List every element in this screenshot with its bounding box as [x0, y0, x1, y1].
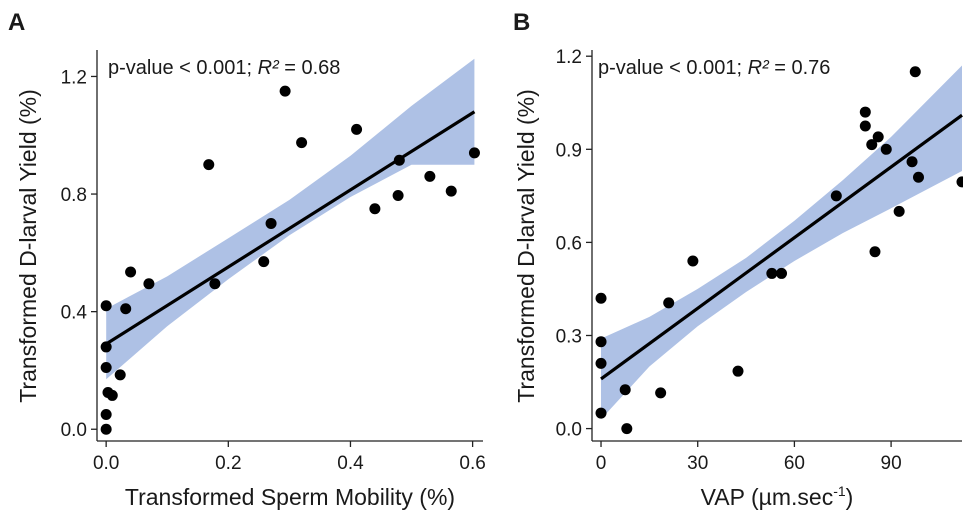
annotation-b: p-value < 0.001; R² = 0.76: [598, 57, 830, 79]
data-point-a-18: [351, 123, 363, 135]
x-tick-label-a: 0.4: [337, 453, 364, 474]
data-point-b-19: [880, 143, 892, 155]
data-point-b-18: [872, 131, 884, 143]
y-tick-label-b: 0.3: [556, 326, 582, 347]
data-point-a-3: [100, 362, 112, 374]
data-point-a-22: [424, 170, 436, 182]
data-point-a-12: [203, 159, 215, 171]
panel-label-a: A: [8, 9, 25, 36]
data-point-b-15: [859, 120, 871, 132]
data-point-b-10: [732, 365, 744, 377]
data-point-a-9: [120, 303, 132, 315]
data-point-a-10: [125, 266, 137, 278]
data-point-b-9: [687, 255, 699, 267]
data-point-a-13: [209, 278, 221, 290]
data-point-b-4: [595, 407, 607, 419]
data-point-b-22: [909, 66, 921, 78]
plot-area-a: 0.0 0.2 0.4 0.6 0.0 0.4 0.8 1.2: [61, 58, 486, 474]
x-tick-label-b: 60: [784, 453, 805, 474]
x-axis-label-b-main: VAP (µm.sec: [701, 484, 834, 510]
x-axis-label-b-superscript: -1: [833, 483, 846, 499]
y-tick-label-b: 0.6: [556, 233, 582, 254]
annotation-a-r2-value: = 0.68: [279, 57, 341, 79]
x-axis-label-b-close: ): [846, 484, 854, 510]
data-point-a-20: [392, 190, 404, 202]
regression-line-a: [105, 110, 476, 346]
y-tick-label-b: 1.2: [556, 47, 582, 68]
data-point-b-21: [906, 156, 918, 168]
data-point-b-11: [766, 267, 778, 279]
data-point-a-4: [100, 409, 112, 421]
x-tick-label-a: 0.6: [459, 453, 485, 474]
y-tick-label-a: 0.8: [61, 185, 87, 206]
y-tick-label-a: 0.0: [61, 420, 87, 441]
data-point-a-11: [143, 278, 155, 290]
data-point-b-6: [621, 423, 633, 435]
data-point-b-24: [956, 176, 963, 188]
annotation-b-prefix: p-value < 0.001;: [598, 57, 748, 79]
data-point-b-13: [830, 190, 842, 202]
y-tick-label-b: 0.0: [556, 420, 582, 441]
data-point-b-16: [866, 139, 878, 151]
y-axis-label-a: Transformed D-larval Yield (%): [15, 89, 41, 403]
data-point-a-24: [468, 147, 480, 159]
plot-area-b: 0 30 60 90 0.0 0.3 0.6 0.9 1.2: [556, 47, 963, 474]
annotation-b-r2-value: = 0.76: [769, 57, 831, 79]
data-point-a-17: [296, 137, 308, 149]
panel-b: B 0 30 60 90 0.0 0.3 0.6 0.9 1.2 p-value < 0.001…: [513, 9, 963, 510]
y-axis-label-b: Transformed D-larval Yield (%): [513, 89, 539, 403]
data-point-a-21: [393, 154, 405, 166]
data-point-a-5: [100, 423, 112, 435]
y-tick-label-a: 1.2: [61, 67, 87, 88]
data-point-b-23: [912, 171, 924, 183]
annotation-b-r2-symbol: R²: [748, 57, 770, 79]
data-point-b-8: [663, 297, 675, 309]
data-point-b-5: [619, 384, 631, 396]
x-axis-label-a: Transformed Sperm Mobility (%): [125, 484, 455, 510]
x-tick-label-a: 0.2: [215, 453, 241, 474]
data-point-b-20: [893, 205, 905, 217]
data-point-b-3: [595, 357, 607, 369]
data-point-a-15: [265, 217, 277, 229]
confidence-band-b: [601, 65, 962, 420]
x-tick-label-b: 90: [881, 453, 902, 474]
x-axis-label-b: VAP (µm.sec-1): [701, 483, 854, 510]
data-point-a-8: [114, 369, 126, 381]
data-point-b-1: [595, 292, 607, 304]
data-point-b-12: [776, 267, 788, 279]
data-point-b-17: [869, 246, 881, 258]
data-point-a-19: [369, 203, 381, 215]
regression-line-b: [600, 113, 963, 381]
x-tick-label-b: 30: [687, 453, 708, 474]
panel-label-b: B: [513, 9, 530, 36]
data-point-a-16: [279, 85, 291, 97]
panel-a: A 0.0 0.2 0.4 0.6 0.0 0.4 0.8 1.2 p-value < 0.0…: [8, 9, 486, 510]
data-point-a-7: [106, 389, 118, 401]
x-tick-label-b: 0: [596, 453, 607, 474]
data-point-a-14: [258, 256, 270, 268]
data-point-b-14: [859, 106, 871, 118]
annotation-a-r2-symbol: R²: [258, 57, 280, 79]
data-point-a-1: [100, 300, 112, 312]
y-tick-label-a: 0.4: [61, 303, 88, 324]
confidence-band-a: [106, 58, 475, 380]
data-point-a-2: [100, 341, 112, 353]
data-point-b-2: [595, 336, 607, 348]
x-tick-label-a: 0.0: [93, 453, 119, 474]
data-point-b-7: [655, 387, 667, 399]
annotation-a-prefix: p-value < 0.001;: [108, 57, 258, 79]
annotation-a: p-value < 0.001; R² = 0.68: [108, 57, 340, 79]
y-tick-label-b: 0.9: [556, 140, 582, 161]
data-point-a-23: [445, 185, 457, 197]
